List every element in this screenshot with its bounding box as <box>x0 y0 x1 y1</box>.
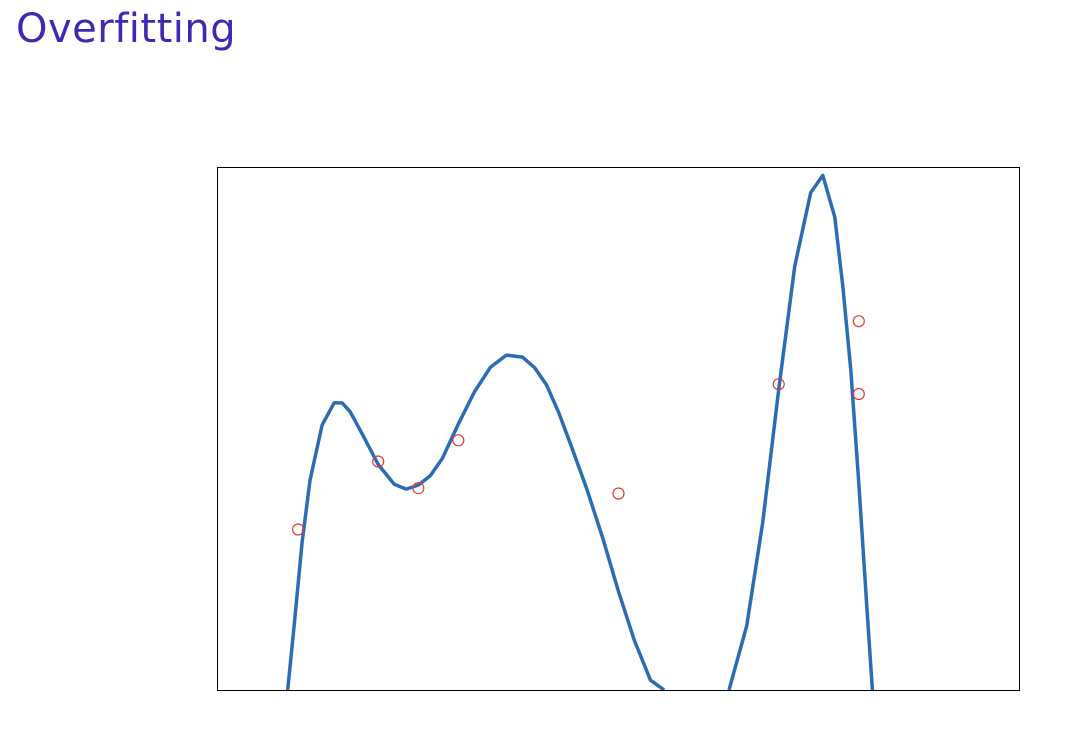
fit-curve-segment-2 <box>727 173 875 690</box>
plot-frame <box>217 167 1020 691</box>
data-point-7 <box>852 315 865 328</box>
data-point-3 <box>412 482 425 495</box>
data-point-1 <box>292 523 305 536</box>
data-point-2 <box>372 455 385 468</box>
data-point-5 <box>612 487 625 500</box>
data-point-8 <box>852 387 865 401</box>
fit-curve-segment-1 <box>285 353 666 690</box>
slide-title: Overfitting <box>16 6 237 52</box>
data-point-4 <box>452 434 465 447</box>
data-point-6 <box>772 378 785 391</box>
